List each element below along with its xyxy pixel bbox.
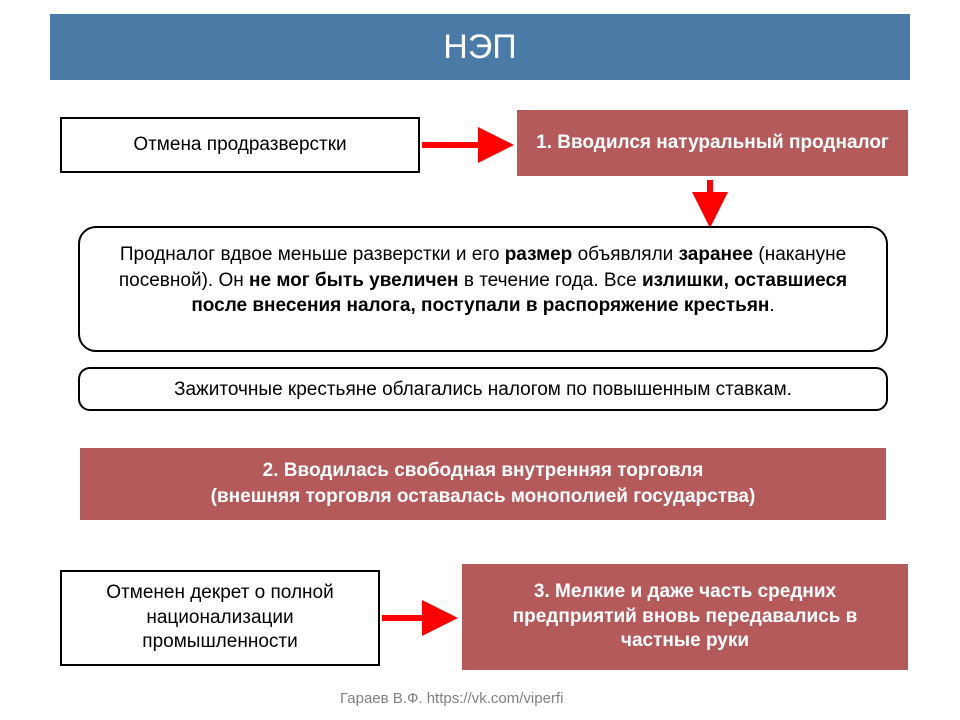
note-1-text: Зажиточные крестьяне облагались налогом … [174,379,792,400]
desc-text: Продналог вдвое меньше разверстки и его … [119,244,847,316]
desc-b1: размер [505,244,573,265]
box-red-3-text: 3. Мелкие и даже часть средних предприят… [476,580,894,654]
desc-p5: . [769,295,774,316]
desc-b3: не мог быть увеличен [249,270,459,291]
box-left-2-text: Отменен декрет о полной национализации п… [72,581,368,655]
box-red-2-free-trade: 2. Вводилась свободная внутренняя торгов… [78,446,888,522]
box-red-2-line1: 2. Вводилась свободная внутренняя торгов… [263,458,704,484]
box-left-1-text: Отмена продразверстки [133,134,346,156]
box-red-1-prodnalog: 1. Вводился натуральный продналог [515,108,910,178]
footer-text: Гараев В.Ф. https://vk.com/viperfi [340,690,563,707]
desc-p4: в течение года. Все [459,270,642,291]
box-red-1-text: 1. Вводился натуральный продналог [536,132,889,154]
arrow-1-right [420,126,515,166]
desc-p2: объявляли [572,244,678,265]
box-cancel-nationalization: Отменен декрет о полной национализации п… [60,570,380,666]
box-red-3-small-enterprises: 3. Мелкие и даже часть средних предприят… [460,562,910,672]
footer-credit: Гараев В.Ф. https://vk.com/viperfi [340,690,563,707]
box-red-2-line2: (внешняя торговля оставалась монополией … [211,484,756,510]
title-text: НЭП [443,28,516,67]
arrow-2-down [690,178,730,228]
title-banner: НЭП [50,14,910,80]
desc-b2: заранее [679,244,754,265]
arrow-3-right [380,600,460,640]
box-cancel-prodrazverstka: Отмена продразверстки [60,117,420,173]
desc-prodnalog-details: Продналог вдвое меньше разверстки и его … [78,226,888,352]
note-wealthy-peasants: Зажиточные крестьяне облагались налогом … [78,367,888,411]
desc-p1: Продналог вдвое меньше разверстки и его [120,244,505,265]
